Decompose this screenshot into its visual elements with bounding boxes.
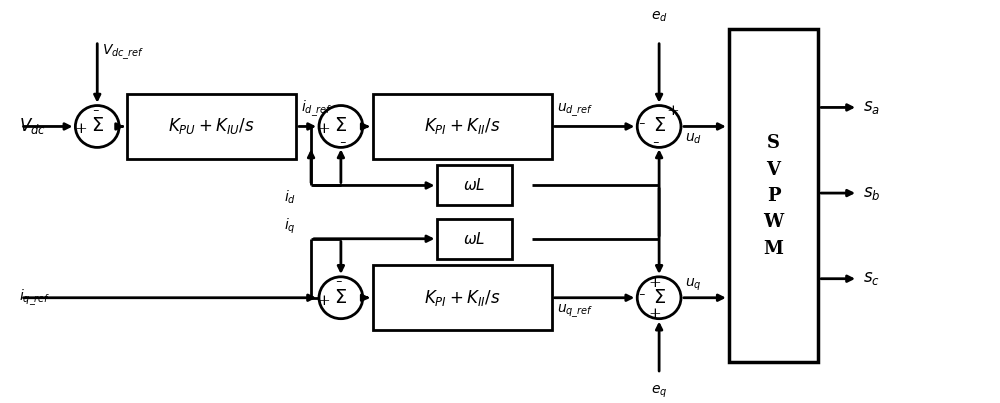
Text: $\Sigma$: $\Sigma$ xyxy=(334,289,347,307)
Text: $V_{dc}$: $V_{dc}$ xyxy=(19,116,46,137)
Text: $e_d$: $e_d$ xyxy=(651,9,667,24)
Text: $K_{PI}+K_{II}/s$: $K_{PI}+K_{II}/s$ xyxy=(424,116,500,137)
Text: $u_d$: $u_d$ xyxy=(685,131,702,145)
Text: $\omega L$: $\omega L$ xyxy=(463,177,485,193)
Text: -: - xyxy=(652,134,658,152)
Text: +: + xyxy=(667,104,679,118)
Text: $u_{q\_ref}$: $u_{q\_ref}$ xyxy=(557,303,593,320)
Text: +: + xyxy=(74,123,87,136)
Text: $e_q$: $e_q$ xyxy=(651,383,667,400)
Text: $\Sigma$: $\Sigma$ xyxy=(91,117,104,135)
Bar xyxy=(437,166,512,206)
Bar xyxy=(373,266,552,330)
Circle shape xyxy=(637,277,681,319)
Circle shape xyxy=(319,106,363,147)
Text: $i_{d\_ref}$: $i_{d\_ref}$ xyxy=(301,98,333,119)
Circle shape xyxy=(75,106,119,147)
Text: $\Sigma$: $\Sigma$ xyxy=(334,117,347,135)
Text: $i_{q\_ref}$: $i_{q\_ref}$ xyxy=(19,287,50,308)
Text: $s_b$: $s_b$ xyxy=(863,185,880,202)
Circle shape xyxy=(319,277,363,319)
Text: $s_c$: $s_c$ xyxy=(863,270,880,287)
Text: $u_{d\_ref}$: $u_{d\_ref}$ xyxy=(557,102,593,119)
Text: $\omega L$: $\omega L$ xyxy=(463,231,485,247)
Text: $i_q$: $i_q$ xyxy=(284,216,296,236)
Bar xyxy=(437,219,512,259)
Text: +: + xyxy=(318,123,330,136)
Text: $i_d$: $i_d$ xyxy=(284,188,296,206)
Text: $K_{PU}+K_{IU}/s$: $K_{PU}+K_{IU}/s$ xyxy=(168,116,255,137)
Text: +: + xyxy=(649,307,662,321)
Circle shape xyxy=(637,106,681,147)
Text: $\Sigma$: $\Sigma$ xyxy=(653,289,666,307)
Text: +: + xyxy=(318,294,330,307)
Text: +: + xyxy=(649,276,662,289)
Bar xyxy=(729,29,818,362)
Text: -: - xyxy=(92,102,99,120)
Text: -: - xyxy=(638,114,645,133)
Text: $K_{PI}+K_{II}/s$: $K_{PI}+K_{II}/s$ xyxy=(424,288,500,308)
Text: S
V
P
W
M: S V P W M xyxy=(763,134,784,258)
Text: $u_q$: $u_q$ xyxy=(685,277,702,293)
Text: $\Sigma$: $\Sigma$ xyxy=(653,117,666,135)
Text: -: - xyxy=(336,274,342,291)
Bar xyxy=(373,94,552,159)
Text: -: - xyxy=(340,134,346,152)
Text: $s_a$: $s_a$ xyxy=(863,99,880,116)
Text: $V_{dc\_ref}$: $V_{dc\_ref}$ xyxy=(102,43,145,62)
Bar xyxy=(127,94,296,159)
Text: -: - xyxy=(638,286,645,304)
